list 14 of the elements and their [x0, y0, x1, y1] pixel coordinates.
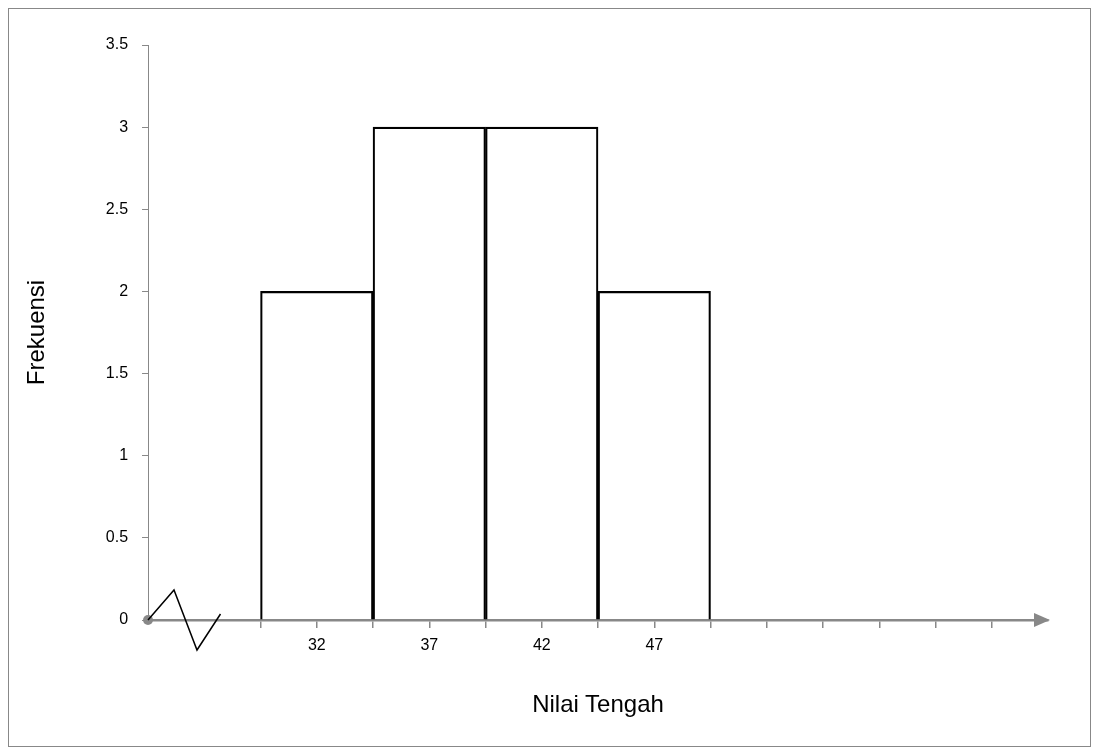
y-tick-label: 0 — [119, 610, 129, 628]
y-tick-label: 3 — [119, 117, 129, 135]
y-axis-title: Frekuensi — [22, 279, 50, 386]
x-tick-label: 37 — [420, 636, 439, 654]
x-tick-label: 47 — [645, 636, 664, 654]
y-tick-label: 0.5 — [105, 528, 129, 546]
y-tick-label: 3.5 — [105, 35, 129, 53]
x-axis-title: Nilai Tengah — [532, 690, 664, 718]
y-tick-label: 1 — [119, 446, 129, 464]
x-tick-label: 32 — [307, 636, 326, 654]
y-tick-label: 2 — [119, 281, 129, 299]
x-tick-label: 42 — [532, 636, 551, 654]
y-tick-label: 2.5 — [105, 199, 129, 217]
y-tick-label: 1.5 — [105, 363, 129, 381]
